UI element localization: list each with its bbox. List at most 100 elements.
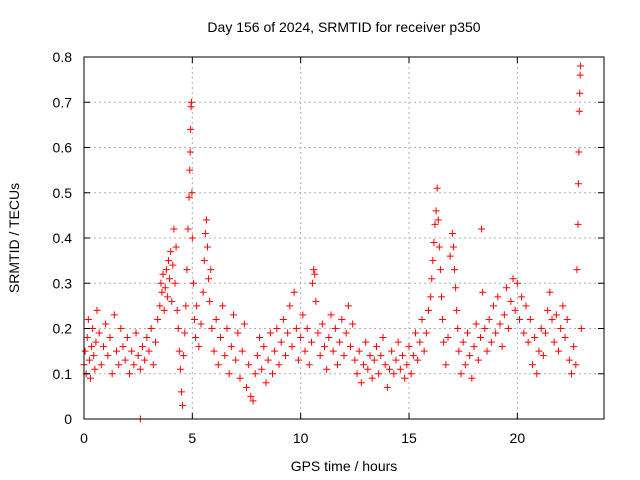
data-point	[159, 270, 167, 278]
data-point	[85, 356, 93, 364]
data-point	[316, 352, 324, 360]
x-tick-label: 0	[80, 430, 88, 446]
data-point	[414, 356, 422, 364]
data-point	[570, 343, 578, 351]
data-point	[446, 252, 454, 260]
data-point	[240, 320, 248, 328]
data-point	[438, 293, 445, 301]
data-point	[186, 148, 194, 156]
data-point	[97, 361, 105, 369]
data-point	[542, 329, 549, 337]
data-point	[412, 329, 419, 337]
data-point	[256, 334, 263, 342]
x-tick-label: 10	[293, 430, 309, 446]
data-point	[568, 370, 575, 378]
data-point	[353, 370, 361, 378]
data-point	[561, 334, 569, 342]
y-tick-label: 0.1	[53, 366, 73, 382]
data-point	[301, 347, 309, 355]
data-point	[303, 325, 311, 332]
data-point	[574, 220, 582, 228]
data-point	[375, 370, 383, 378]
data-point	[88, 343, 96, 351]
x-tick-label: 5	[188, 430, 196, 446]
data-point	[90, 352, 98, 360]
data-point	[425, 306, 432, 314]
data-point	[157, 279, 165, 287]
y-tick-label: 0.4	[53, 230, 73, 246]
data-point	[565, 356, 573, 364]
data-point	[436, 266, 444, 274]
data-point	[236, 374, 244, 382]
data-point	[461, 361, 469, 369]
data-point	[182, 302, 190, 310]
data-point	[113, 347, 120, 355]
data-point	[311, 270, 319, 278]
data-point	[197, 320, 205, 328]
data-point	[323, 365, 331, 373]
data-point	[152, 338, 159, 346]
data-point	[362, 338, 370, 346]
data-point	[409, 352, 417, 360]
data-point	[192, 334, 200, 342]
data-point	[429, 257, 437, 265]
data-point	[202, 216, 210, 224]
data-point	[357, 379, 365, 387]
data-point	[503, 284, 510, 292]
data-point	[559, 302, 567, 310]
data-point	[507, 297, 515, 305]
data-point	[477, 334, 484, 342]
data-point	[230, 311, 237, 319]
data-point	[470, 343, 478, 351]
data-point	[180, 352, 188, 360]
data-point	[170, 225, 178, 233]
data-point	[193, 302, 201, 310]
data-point	[379, 334, 387, 342]
data-point	[535, 347, 543, 355]
data-point	[271, 347, 279, 355]
data-point	[327, 311, 335, 319]
data-point	[275, 361, 283, 369]
data-point	[87, 374, 94, 382]
data-point	[321, 343, 328, 351]
data-point	[184, 225, 192, 233]
data-point	[91, 365, 99, 373]
data-point	[93, 306, 101, 314]
data-point	[245, 361, 253, 369]
data-point	[386, 365, 393, 373]
data-point	[494, 293, 502, 301]
data-point	[292, 325, 300, 332]
data-point	[119, 343, 127, 351]
data-point	[249, 397, 257, 405]
data-point	[434, 216, 442, 224]
data-point	[472, 320, 480, 328]
data-point	[147, 325, 155, 332]
data-point	[288, 343, 296, 351]
data-point	[555, 347, 562, 355]
data-point	[383, 383, 391, 391]
data-point	[575, 107, 583, 115]
data-point	[214, 361, 222, 369]
data-point	[160, 306, 168, 314]
data-point	[392, 356, 400, 364]
data-point	[349, 320, 357, 328]
y-tick-label: 0.8	[53, 49, 73, 65]
data-point	[183, 266, 191, 274]
data-point	[89, 325, 97, 332]
data-point	[490, 302, 497, 310]
data-point	[132, 329, 140, 337]
data-point	[210, 347, 218, 355]
data-point	[552, 311, 560, 319]
data-point	[83, 334, 91, 342]
data-point	[355, 347, 363, 355]
data-point	[388, 347, 396, 355]
data-point	[173, 306, 181, 314]
data-point	[483, 347, 491, 355]
data-point	[234, 329, 242, 337]
data-point	[206, 297, 214, 305]
data-point	[399, 352, 406, 360]
data-point	[266, 329, 274, 337]
data-point	[526, 315, 534, 323]
data-point	[430, 239, 438, 247]
data-point	[108, 370, 116, 378]
